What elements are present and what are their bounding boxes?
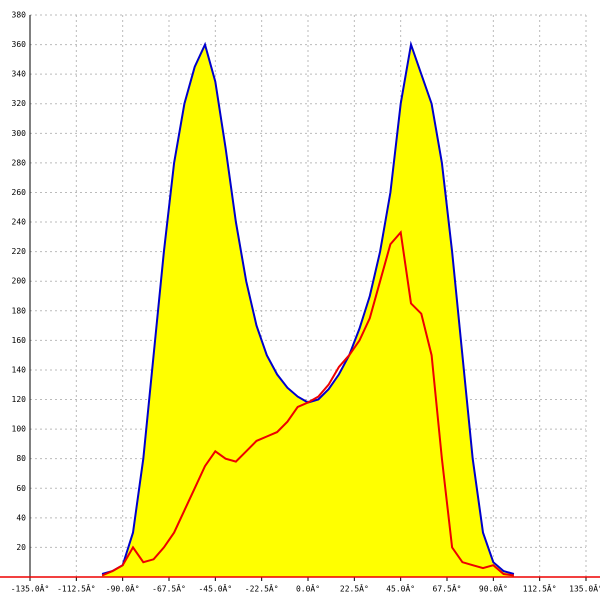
y-tick-label: 300 (12, 129, 27, 138)
x-tick-label: -112.5Â° (57, 583, 96, 594)
x-tick-label: 90.0Â° (479, 583, 508, 594)
y-tick-label: 140 (12, 365, 27, 374)
y-tick-label: 200 (12, 277, 27, 286)
y-tick-label: 380 (12, 11, 27, 20)
y-tick-label: 220 (12, 247, 27, 256)
x-tick-label: 45.0Â° (386, 583, 415, 594)
area-fill (102, 44, 514, 578)
y-tick-label: 20 (16, 543, 26, 552)
x-tick-label: 0.0Â° (296, 583, 320, 594)
x-tick-label: 135.0Â° (569, 583, 600, 594)
y-tick-label: 160 (12, 336, 27, 345)
x-tick-label: 112.5Â° (523, 583, 557, 594)
x-tick-label: 22.5Â° (340, 583, 369, 594)
x-tick-label: -45.0Â° (198, 583, 232, 594)
x-tick-label: 67.5Â° (433, 583, 462, 594)
x-tick-label: -67.5Â° (152, 583, 186, 594)
y-tick-label: 80 (16, 454, 26, 463)
x-tick-label: -90.0Â° (106, 583, 140, 594)
x-tick-label: -135.0Â° (11, 583, 50, 594)
y-tick-label: 360 (12, 40, 27, 49)
series-line (101, 230, 515, 577)
y-tick-label: 340 (12, 70, 27, 79)
y-tick-label: 60 (16, 484, 26, 493)
y-tick-label: 100 (12, 425, 27, 434)
y-tick-label: 40 (16, 513, 26, 522)
y-tick-label: 280 (12, 158, 27, 167)
x-tick-label: -22.5Â° (245, 583, 279, 594)
y-tick-label: 180 (12, 306, 27, 315)
y-tick-label: 320 (12, 99, 27, 108)
y-tick-label: 240 (12, 218, 27, 227)
y-tick-label: 260 (12, 188, 27, 197)
y-tick-label: 120 (12, 395, 27, 404)
